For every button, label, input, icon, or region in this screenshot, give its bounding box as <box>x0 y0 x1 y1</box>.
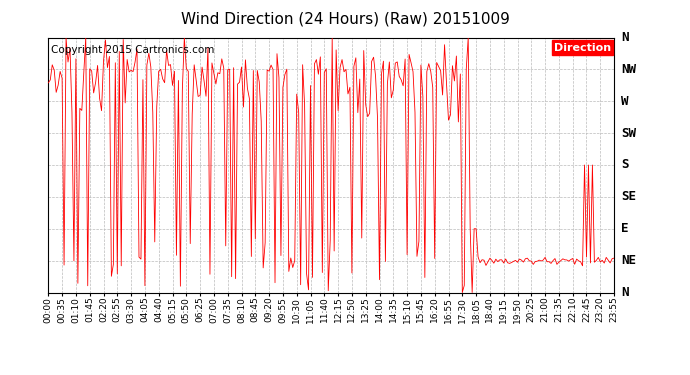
Text: Copyright 2015 Cartronics.com: Copyright 2015 Cartronics.com <box>51 45 215 55</box>
Text: Wind Direction (24 Hours) (Raw) 20151009: Wind Direction (24 Hours) (Raw) 20151009 <box>181 11 509 26</box>
Text: W: W <box>621 95 629 108</box>
Text: Direction: Direction <box>554 43 611 52</box>
Text: SW: SW <box>621 127 636 140</box>
Text: N: N <box>621 31 629 44</box>
Text: S: S <box>621 159 629 171</box>
Text: NW: NW <box>621 63 636 76</box>
Text: SE: SE <box>621 190 636 203</box>
Text: E: E <box>621 222 629 235</box>
Text: NE: NE <box>621 254 636 267</box>
Text: N: N <box>621 286 629 299</box>
